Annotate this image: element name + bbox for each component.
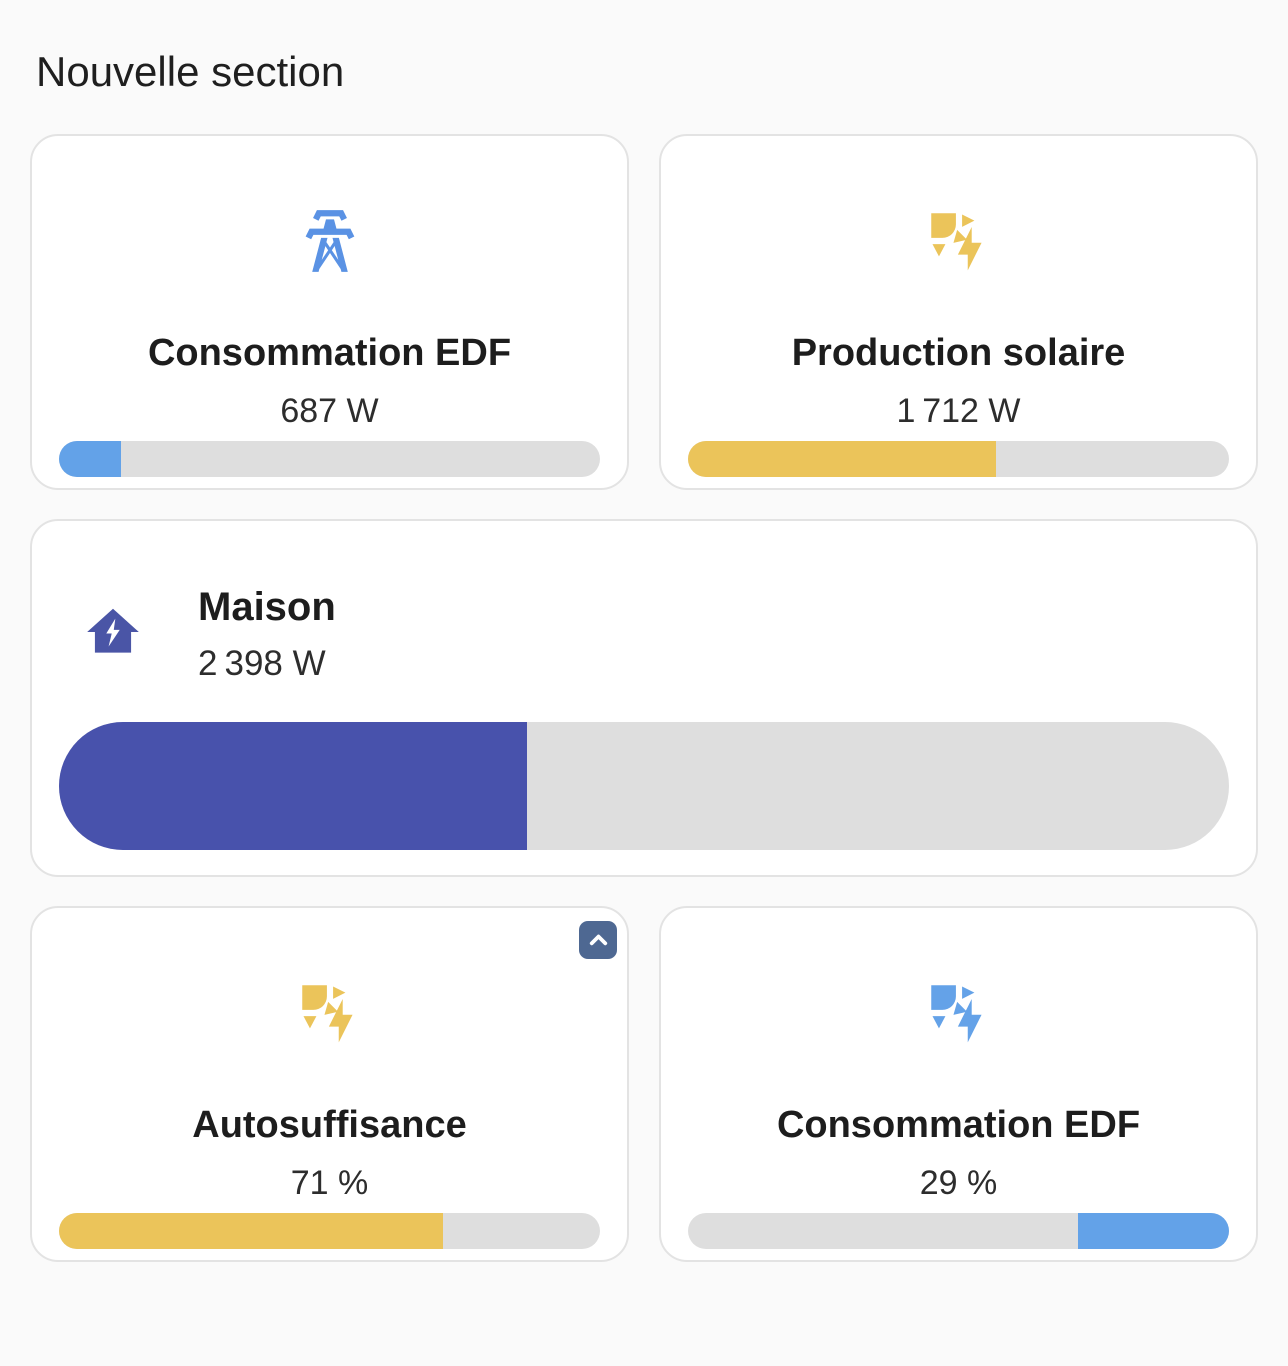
- progress-fill: [59, 441, 122, 478]
- progress-fill: [59, 722, 527, 851]
- progress-bar: [688, 1213, 1229, 1250]
- card-value: 2 398 W: [198, 644, 326, 684]
- card-value: 29 %: [919, 1164, 998, 1203]
- collapse-button[interactable]: [579, 921, 617, 960]
- card-title: Consommation EDF: [147, 332, 512, 375]
- card-title: Autosuffisance: [192, 1104, 467, 1147]
- progress-fill: [688, 441, 997, 478]
- card-maison[interactable]: Maison 2 398 W: [30, 519, 1258, 878]
- card-autosuffisance[interactable]: Autosuffisance 71 %: [30, 906, 629, 1263]
- progress-bar: [59, 441, 600, 478]
- energy-dashboard: Nouvelle section Consommation EDF 687 W: [30, 48, 1258, 1263]
- card-value: 1 712 W: [896, 392, 1021, 431]
- chevron-up-icon: [585, 927, 612, 954]
- card-value: 71 %: [290, 1164, 369, 1203]
- card-value: 687 W: [280, 392, 379, 431]
- card-title: Production solaire: [791, 332, 1126, 375]
- progress-bar: [688, 441, 1229, 478]
- card-consommation-edf[interactable]: Consommation EDF 687 W: [30, 134, 629, 491]
- card-title: Maison: [198, 585, 336, 630]
- card-consommation-edf-percent[interactable]: Consommation EDF 29 %: [659, 906, 1258, 1263]
- section-title: Nouvelle section: [36, 48, 345, 95]
- card-texts: Maison 2 398 W: [198, 585, 336, 684]
- progress-bar: [59, 722, 1229, 851]
- progress-fill: [59, 1213, 444, 1250]
- solar-power-icon: [293, 974, 367, 1052]
- home-lightning-bolt-icon: [82, 601, 144, 668]
- progress-bar: [59, 1213, 600, 1250]
- transmission-tower-icon: [293, 202, 367, 280]
- card-production-solaire[interactable]: Production solaire 1 712 W: [659, 134, 1258, 491]
- progress-fill: [1077, 1213, 1229, 1250]
- solar-power-icon: [922, 202, 996, 280]
- card-title: Consommation EDF: [776, 1104, 1141, 1147]
- solar-power-icon: [922, 974, 996, 1052]
- card-grid: Consommation EDF 687 W Product: [30, 134, 1258, 1263]
- card-header: Maison 2 398 W: [82, 585, 1256, 684]
